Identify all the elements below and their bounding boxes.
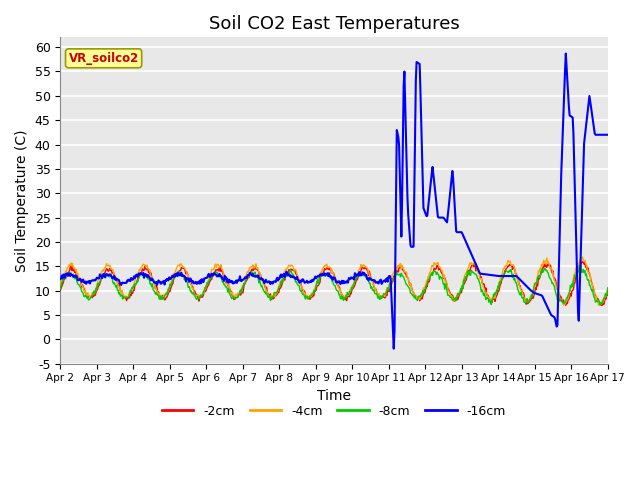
Title: Soil CO2 East Temperatures: Soil CO2 East Temperatures — [209, 15, 460, 33]
Text: VR_soilco2: VR_soilco2 — [68, 52, 139, 65]
Y-axis label: Soil Temperature (C): Soil Temperature (C) — [15, 129, 29, 272]
Legend: -2cm, -4cm, -8cm, -16cm: -2cm, -4cm, -8cm, -16cm — [157, 400, 511, 423]
X-axis label: Time: Time — [317, 389, 351, 403]
